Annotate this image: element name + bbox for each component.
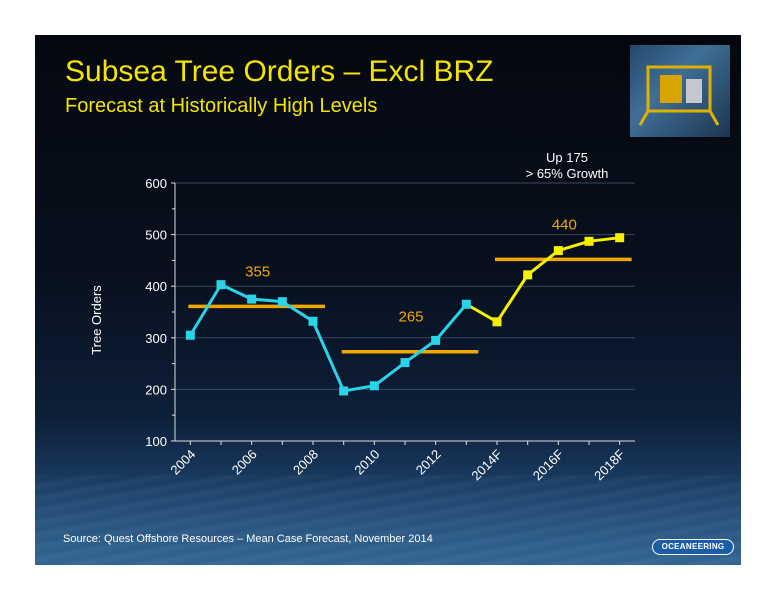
data-point — [308, 316, 318, 326]
data-point — [431, 335, 441, 345]
x-tick-label: 2014F — [468, 446, 505, 483]
slide: Subsea Tree Orders – Excl BRZ Forecast a… — [35, 35, 741, 565]
data-point — [400, 358, 410, 368]
average-label: 265 — [398, 309, 423, 326]
x-tick-label: 2006 — [229, 447, 260, 478]
series-segment — [372, 361, 407, 388]
series-segment — [311, 319, 346, 393]
growth-annotation-line2: > 65% Growth — [526, 166, 609, 181]
x-tick-label: 2010 — [351, 447, 382, 478]
series-segment — [280, 300, 315, 323]
y-tick-label: 400 — [145, 279, 167, 294]
series-segment — [526, 249, 560, 277]
average-label: 440 — [552, 216, 577, 233]
y-tick-label: 200 — [145, 382, 167, 397]
data-point — [553, 246, 563, 256]
series-segment — [556, 239, 591, 253]
y-tick-label: 500 — [145, 228, 167, 243]
subsea-tree-image — [638, 65, 720, 126]
slide-title: Subsea Tree Orders – Excl BRZ — [65, 55, 494, 88]
data-point — [339, 386, 349, 396]
line-chart: 100 200 300 400 500 600 2004 2006 2008 2010 2012 2… — [89, 150, 635, 483]
x-tick-label: 2018F — [591, 446, 628, 483]
series-segment — [342, 384, 376, 393]
subsea-equipment-photo — [630, 45, 730, 137]
slide-subtitle: Forecast at Historically High Levels — [65, 95, 378, 117]
x-tick-label: 2004 — [167, 447, 198, 478]
y-axis-label: Tree Orders — [89, 285, 104, 355]
data-point — [492, 317, 502, 327]
y-tick-label: 100 — [145, 434, 167, 449]
series-segment — [188, 283, 223, 337]
average-label: 355 — [245, 263, 270, 280]
oceaneering-logo: OCEANEERING — [652, 539, 734, 555]
data-point — [615, 233, 625, 243]
data-point — [247, 294, 257, 304]
data-point — [216, 280, 226, 290]
source-note: Source: Quest Offshore Resources – Mean … — [63, 533, 433, 545]
data-point — [461, 299, 471, 309]
y-tick-label: 600 — [145, 176, 167, 191]
data-point — [277, 297, 287, 307]
series-segment — [464, 302, 499, 324]
series-segment — [403, 338, 438, 365]
data-point — [523, 270, 533, 280]
y-tick-label: 300 — [145, 331, 167, 346]
series-segment — [219, 283, 254, 301]
series-segment — [434, 302, 468, 342]
ocean-background — [35, 475, 741, 565]
data-point — [584, 236, 594, 246]
series-segment — [495, 273, 530, 324]
data-point — [185, 330, 195, 340]
growth-annotation-line1: Up 175 — [546, 150, 588, 165]
x-tick-label: 2012 — [413, 447, 444, 478]
x-tick-label: 2008 — [290, 447, 321, 478]
data-point — [369, 381, 379, 391]
series-segment — [587, 236, 622, 243]
x-tick-label: 2016F — [530, 446, 567, 483]
series-segment — [250, 297, 284, 304]
